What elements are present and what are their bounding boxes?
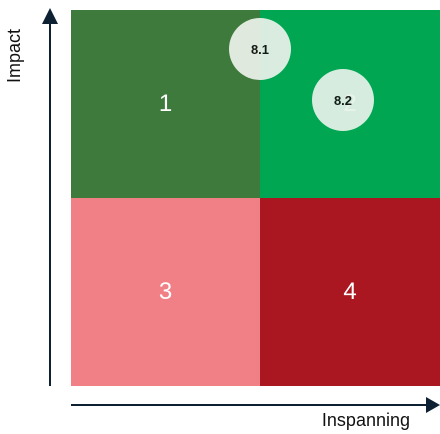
bubble-8-2: 8.2 (312, 69, 374, 131)
x-axis-arrow-icon (426, 397, 440, 413)
y-axis-label: Impact (4, 28, 24, 84)
bubble-8-1: 8.1 (229, 18, 291, 80)
quadrant-3: 3 (71, 198, 260, 386)
y-axis-line (49, 22, 51, 386)
quadrant-4-label: 4 (343, 278, 357, 305)
x-axis-label: Inspanning (321, 410, 410, 430)
bubble-8-2-label: 8.2 (333, 92, 353, 108)
quadrant-4: 4 (260, 198, 440, 386)
quadrant-3-label: 3 (158, 278, 173, 305)
bubble-8-1-label: 8.1 (250, 41, 270, 57)
quadrant-1: 1 (71, 10, 260, 198)
y-axis-arrow-icon (42, 8, 58, 24)
quadrant-1-label: 1 (158, 90, 173, 117)
x-axis-line (71, 404, 430, 406)
